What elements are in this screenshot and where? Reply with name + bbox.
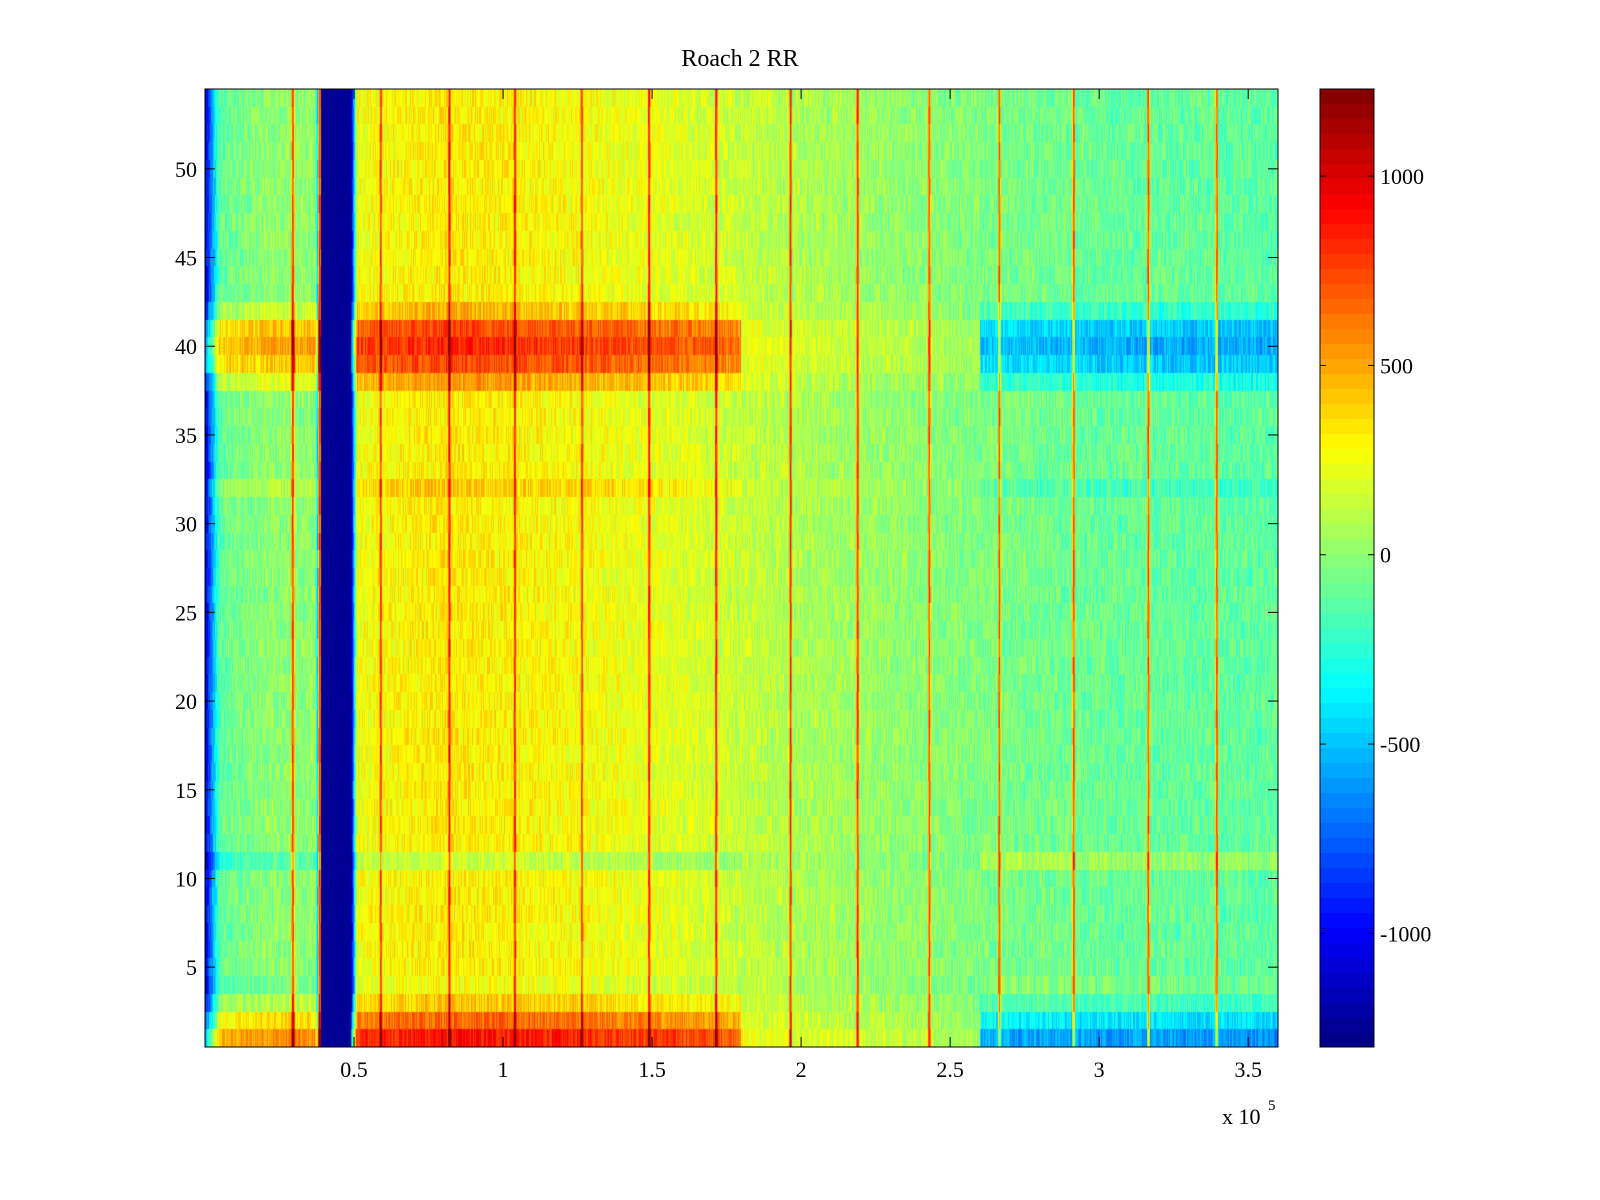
y-tick-label: 15 (175, 778, 197, 803)
colorbar-tick-label: 1000 (1380, 164, 1424, 189)
colorbar-tick-label: -500 (1380, 732, 1420, 757)
y-tick-label: 25 (175, 600, 197, 625)
x-tick-label: 1.5 (638, 1057, 666, 1082)
x-tick-label: 2 (796, 1057, 807, 1082)
x-exponent-label: x 10 (1222, 1104, 1261, 1129)
y-tick-label: 30 (175, 512, 197, 537)
y-tick-label: 5 (186, 955, 197, 980)
x-tick-label: 3.5 (1234, 1057, 1262, 1082)
x-tick-label: 3 (1094, 1057, 1105, 1082)
colorbar-gradient-container (1320, 89, 1374, 1047)
x-tick-label: 1 (498, 1057, 509, 1082)
heatmap-cells (205, 89, 1278, 1047)
heatmap-canvas-container (205, 89, 1278, 1047)
colorbar-frame (1319, 88, 1375, 1048)
x-tick-label: 2.5 (936, 1057, 964, 1082)
y-tick-label: 35 (175, 423, 197, 448)
heatmap-plot-area: 0.5 1 1.5 2 2.5 3 3.5 5 10 15 20 25 30 35 40 45 50 (175, 88, 1279, 1082)
colorbar-tick-label: 500 (1380, 353, 1413, 378)
x-exponent-power: 5 (1268, 1098, 1276, 1114)
x-tick-label: 0.5 (340, 1057, 368, 1082)
colorbar-gradient (1320, 89, 1374, 1047)
plot-frame (204, 88, 1279, 1048)
chart-title: Roach 2 RR (681, 46, 798, 72)
y-axis-ticks: 5 10 15 20 25 30 35 40 45 50 (175, 157, 1278, 980)
y-tick-label: 50 (175, 157, 197, 182)
colorbar-tick-label: -1000 (1380, 921, 1431, 946)
y-tick-label: 10 (175, 866, 197, 891)
x-axis-exponent: x 10 5 (1222, 1098, 1276, 1129)
colorbar-tick-label: 0 (1380, 543, 1391, 568)
y-tick-label: 40 (175, 334, 197, 359)
y-tick-label: 45 (175, 246, 197, 271)
colorbar: 1000 500 0 -500 -1000 (1319, 88, 1431, 1048)
y-tick-label: 20 (175, 689, 197, 714)
x-axis-ticks: 0.5 1 1.5 2 2.5 3 3.5 (340, 89, 1262, 1082)
colorbar-ticks: 1000 500 0 -500 -1000 (1320, 164, 1431, 946)
